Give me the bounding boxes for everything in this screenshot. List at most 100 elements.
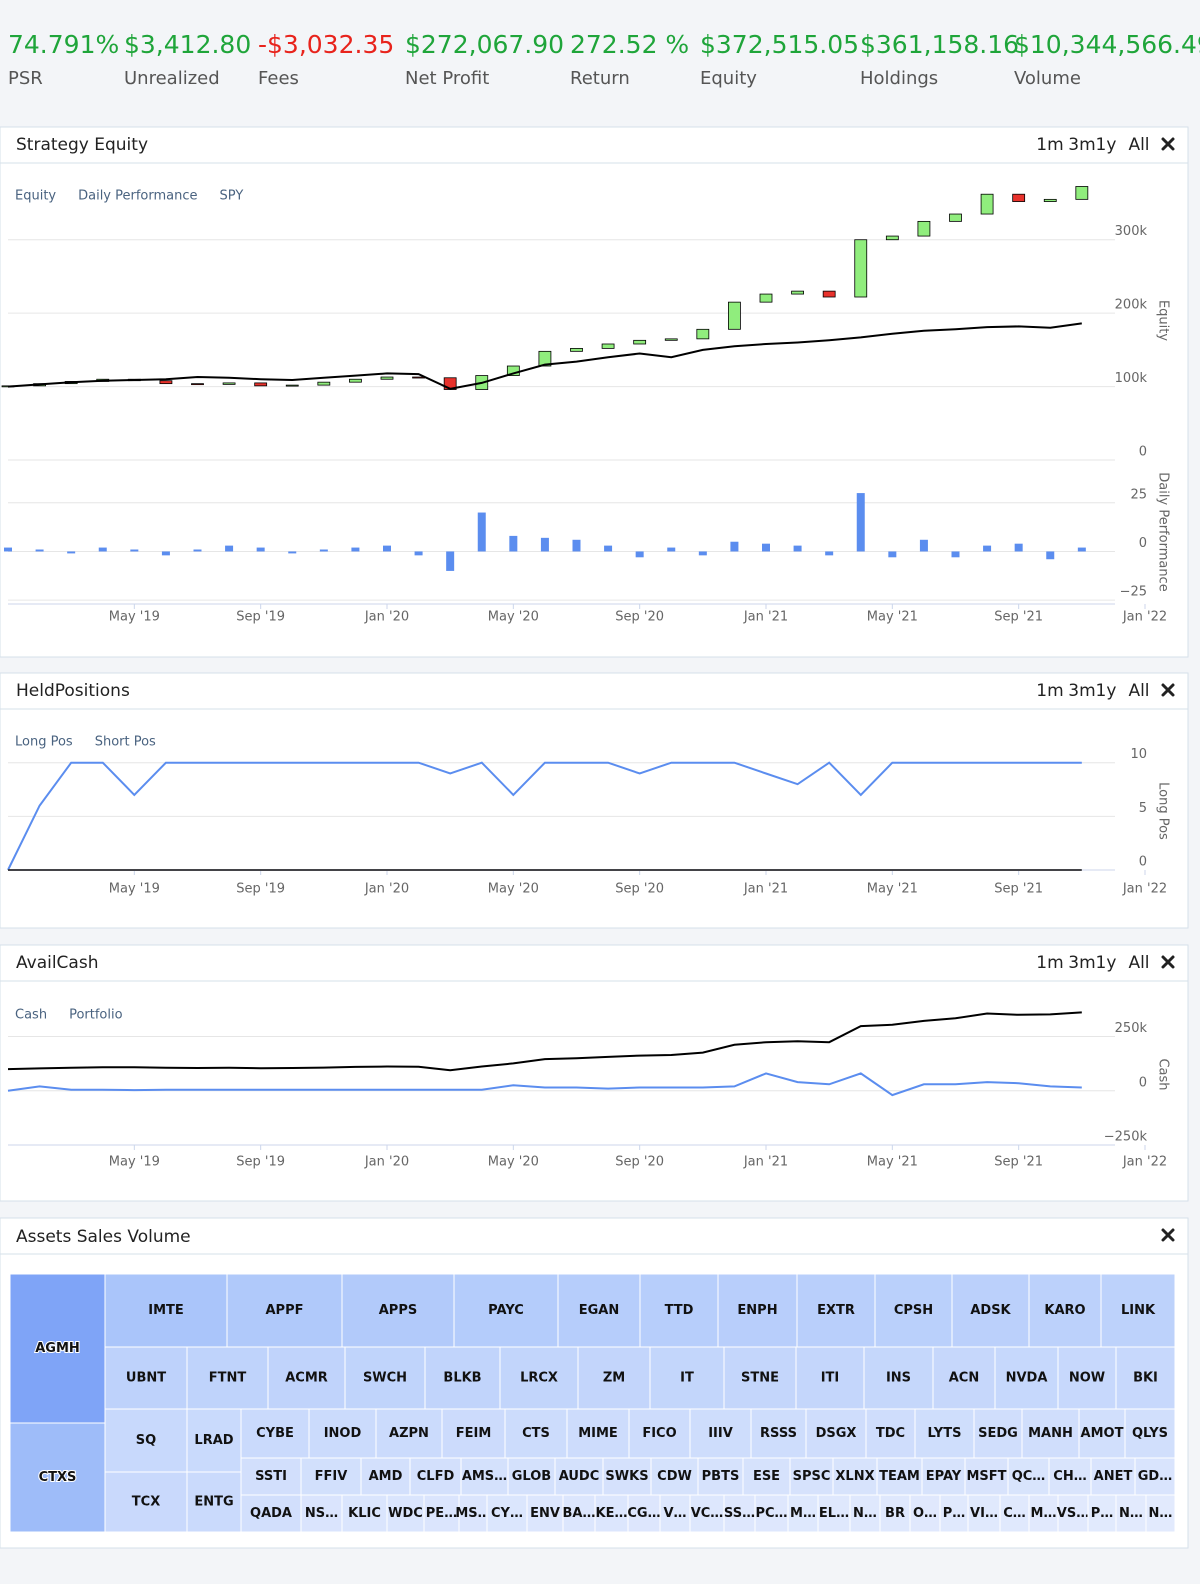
close-button[interactable] bbox=[1161, 683, 1175, 697]
treemap-cell[interactable] bbox=[1115, 1494, 1147, 1533]
treemap-cell[interactable] bbox=[689, 1494, 725, 1533]
treemap-cell[interactable] bbox=[795, 1346, 865, 1410]
range-button[interactable]: All bbox=[1128, 135, 1149, 155]
treemap-cell[interactable] bbox=[967, 1494, 1001, 1533]
treemap-cell[interactable] bbox=[1100, 1273, 1176, 1348]
range-button[interactable]: 1y bbox=[1096, 953, 1117, 973]
treemap-cell[interactable] bbox=[1057, 1346, 1117, 1410]
treemap-cell[interactable] bbox=[104, 1471, 188, 1533]
treemap-cell[interactable] bbox=[504, 1408, 568, 1459]
treemap-cell[interactable] bbox=[627, 1494, 661, 1533]
treemap-cell[interactable] bbox=[458, 1494, 488, 1533]
treemap-cell[interactable] bbox=[1048, 1457, 1092, 1496]
treemap-cell[interactable] bbox=[787, 1494, 819, 1533]
treemap-cell[interactable] bbox=[308, 1408, 377, 1459]
treemap-cell[interactable] bbox=[1057, 1494, 1089, 1533]
treemap-cell[interactable] bbox=[375, 1408, 443, 1459]
treemap-cell[interactable] bbox=[1145, 1494, 1176, 1533]
treemap-cell[interactable] bbox=[424, 1346, 501, 1410]
candle bbox=[728, 301, 741, 330]
range-button[interactable]: 3m bbox=[1068, 135, 1095, 155]
legend-item[interactable]: Cash bbox=[15, 1008, 47, 1023]
treemap-cell[interactable] bbox=[999, 1494, 1030, 1533]
treemap-cell[interactable] bbox=[717, 1273, 798, 1348]
treemap-cell[interactable] bbox=[460, 1457, 509, 1496]
treemap-cell[interactable] bbox=[659, 1494, 691, 1533]
legend-item[interactable]: Long Pos bbox=[15, 735, 73, 750]
treemap-cell[interactable] bbox=[649, 1346, 725, 1410]
treemap-cell[interactable] bbox=[1028, 1494, 1059, 1533]
treemap-cell[interactable] bbox=[697, 1457, 744, 1496]
treemap-cell[interactable] bbox=[876, 1457, 923, 1496]
treemap-cell[interactable] bbox=[1115, 1346, 1176, 1410]
treemap-cell[interactable] bbox=[805, 1408, 867, 1459]
treemap-cell[interactable] bbox=[939, 1494, 969, 1533]
candle bbox=[1043, 198, 1057, 202]
treemap-cell[interactable] bbox=[914, 1408, 975, 1459]
treemap-cell[interactable] bbox=[566, 1408, 630, 1459]
treemap-cell[interactable] bbox=[602, 1457, 652, 1496]
range-button[interactable]: 3m bbox=[1068, 681, 1095, 701]
treemap-cell[interactable] bbox=[879, 1494, 911, 1533]
treemap-cell[interactable] bbox=[344, 1346, 426, 1410]
treemap-cell[interactable] bbox=[849, 1494, 881, 1533]
treemap-cell[interactable] bbox=[973, 1408, 1023, 1459]
range-button[interactable]: 1m bbox=[1036, 953, 1063, 973]
treemap-cell[interactable] bbox=[921, 1457, 966, 1496]
treemap-cell[interactable] bbox=[1124, 1408, 1176, 1459]
legend-item[interactable]: Portfolio bbox=[69, 1008, 123, 1023]
range-button[interactable]: 1m bbox=[1036, 135, 1063, 155]
legend-item[interactable]: SPY bbox=[220, 189, 244, 204]
treemap-cell[interactable] bbox=[186, 1408, 242, 1473]
treemap-cell[interactable] bbox=[742, 1457, 791, 1496]
treemap-cell[interactable] bbox=[300, 1457, 362, 1496]
treemap-cell[interactable] bbox=[341, 1494, 388, 1533]
treemap-cell[interactable] bbox=[817, 1494, 851, 1533]
treemap-cell[interactable] bbox=[1087, 1494, 1117, 1533]
treemap-cell[interactable] bbox=[723, 1346, 797, 1410]
treemap-cell[interactable] bbox=[594, 1494, 629, 1533]
treemap-cell[interactable] bbox=[240, 1408, 310, 1459]
range-button[interactable]: 1m bbox=[1036, 681, 1063, 701]
x-tick-label: Sep '21 bbox=[994, 882, 1043, 897]
treemap-cell[interactable] bbox=[557, 1273, 641, 1348]
treemap-cell[interactable] bbox=[226, 1273, 343, 1348]
legend-item[interactable]: Short Pos bbox=[95, 735, 156, 750]
treemap-cell[interactable] bbox=[507, 1457, 556, 1496]
treemap-cell[interactable] bbox=[932, 1346, 996, 1410]
close-icons bbox=[1161, 137, 1175, 1242]
treemap-cell[interactable] bbox=[1090, 1457, 1136, 1496]
treemap-cell[interactable] bbox=[1028, 1273, 1102, 1348]
range-button[interactable]: 1y bbox=[1096, 135, 1117, 155]
treemap-cell[interactable] bbox=[423, 1494, 460, 1533]
legend-item[interactable]: Daily Performance bbox=[78, 189, 197, 204]
treemap-cell[interactable] bbox=[186, 1471, 242, 1533]
treemap-cell[interactable] bbox=[240, 1494, 302, 1533]
treemap-cell[interactable] bbox=[1134, 1457, 1176, 1496]
treemap-cell[interactable] bbox=[639, 1273, 719, 1348]
range-button[interactable]: 3m bbox=[1068, 953, 1095, 973]
treemap-cell[interactable] bbox=[562, 1494, 596, 1533]
treemap-cell[interactable] bbox=[300, 1494, 343, 1533]
treemap-cell[interactable] bbox=[796, 1273, 876, 1348]
treemap-cell[interactable] bbox=[499, 1346, 579, 1410]
treemap-cell[interactable] bbox=[650, 1457, 699, 1496]
range-button[interactable]: All bbox=[1128, 681, 1149, 701]
treemap-cell[interactable] bbox=[526, 1494, 564, 1533]
treemap-cell[interactable] bbox=[723, 1494, 756, 1533]
legend-item[interactable]: Equity bbox=[15, 189, 56, 204]
treemap-label: IMTE bbox=[148, 1303, 184, 1318]
treemap-cell[interactable] bbox=[909, 1494, 941, 1533]
range-button[interactable]: All bbox=[1128, 953, 1149, 973]
treemap-cell[interactable] bbox=[9, 1422, 106, 1533]
close-button[interactable] bbox=[1161, 137, 1175, 151]
treemap-cell[interactable] bbox=[750, 1408, 807, 1459]
treemap-cell[interactable] bbox=[267, 1346, 346, 1410]
treemap-label: ENPH bbox=[737, 1303, 777, 1318]
treemap-cell[interactable] bbox=[341, 1273, 455, 1348]
close-button[interactable] bbox=[1161, 1228, 1175, 1242]
range-button[interactable]: 1y bbox=[1096, 681, 1117, 701]
close-button[interactable] bbox=[1161, 955, 1175, 969]
treemap-cell[interactable] bbox=[9, 1273, 106, 1424]
treemap-cell[interactable] bbox=[865, 1408, 916, 1459]
